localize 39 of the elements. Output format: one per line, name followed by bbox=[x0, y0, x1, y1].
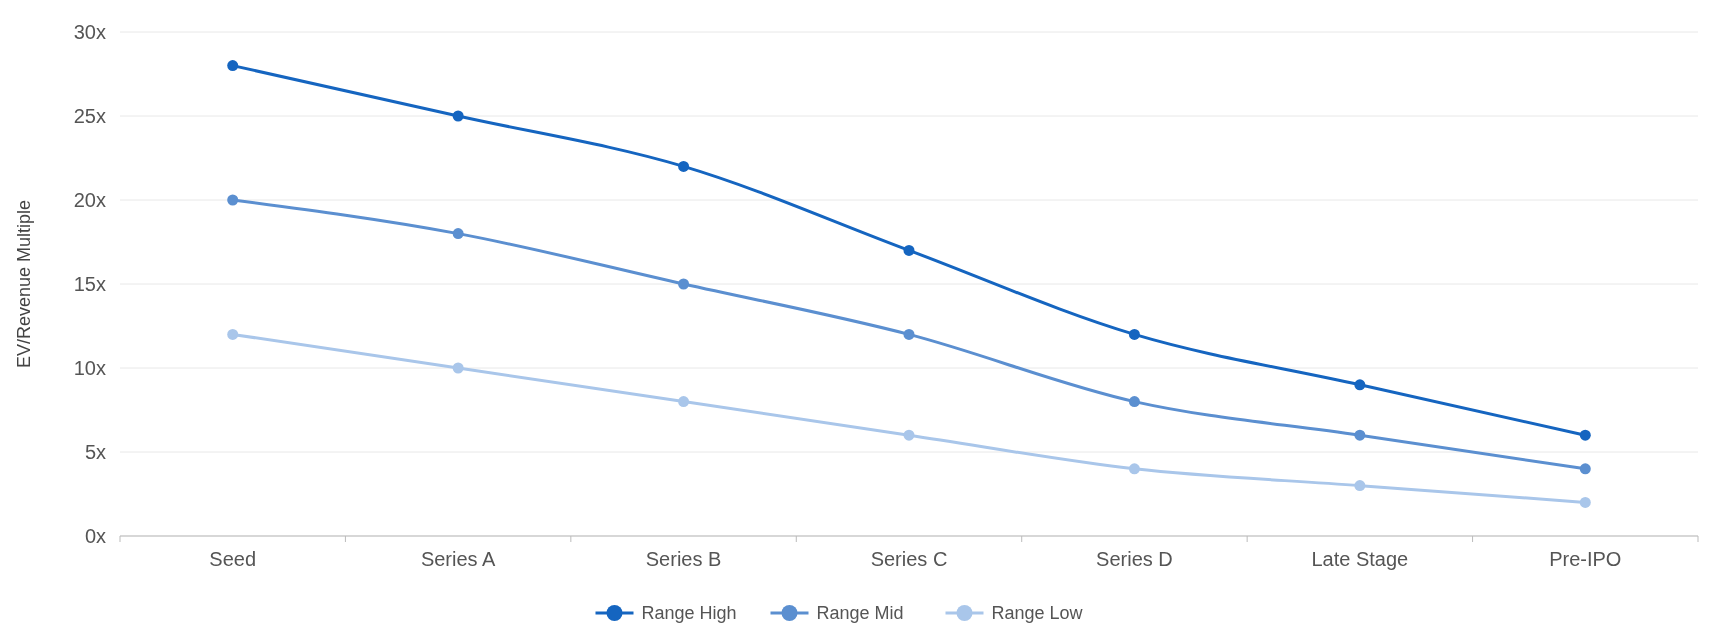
point bbox=[1579, 463, 1591, 475]
point bbox=[903, 429, 915, 441]
point bbox=[1579, 429, 1591, 441]
point bbox=[1128, 328, 1140, 340]
point bbox=[678, 160, 690, 172]
y-tick-label: 15x bbox=[73, 273, 106, 295]
point bbox=[227, 194, 239, 206]
legend-label: Range Mid bbox=[816, 603, 904, 624]
point bbox=[678, 278, 690, 290]
point bbox=[903, 328, 915, 340]
point bbox=[1579, 496, 1591, 508]
y-tick-label: 0x bbox=[84, 525, 106, 547]
x-tick-label: Series B bbox=[645, 548, 722, 570]
y-tick-label: 25x bbox=[73, 105, 106, 127]
y-tick-label: 10x bbox=[73, 357, 106, 379]
legend-label: Range High bbox=[641, 603, 737, 624]
x-tick-label: Series C bbox=[870, 548, 948, 570]
point bbox=[1128, 463, 1140, 475]
y-tick-label: 5x bbox=[84, 441, 106, 463]
point bbox=[1354, 480, 1366, 492]
x-tick-label: Late Stage bbox=[1311, 548, 1409, 570]
point bbox=[452, 362, 464, 374]
y-axis-title: EV/Revenue Multiple bbox=[14, 199, 34, 369]
point bbox=[903, 244, 915, 256]
point bbox=[452, 228, 464, 240]
point bbox=[678, 396, 690, 408]
point bbox=[1354, 429, 1366, 441]
point bbox=[1128, 396, 1140, 408]
x-tick-label: Series A bbox=[420, 548, 497, 570]
point bbox=[452, 110, 464, 122]
point bbox=[1354, 379, 1366, 391]
x-tick-label: Series D bbox=[1096, 548, 1173, 570]
x-tick-label: Pre-IPO bbox=[1549, 548, 1622, 570]
legend-label: Range Low bbox=[991, 603, 1084, 624]
y-tick-label: 20x bbox=[73, 189, 106, 211]
y-tick-label: 30x bbox=[73, 21, 106, 43]
x-tick-label: Seed bbox=[209, 548, 257, 570]
point bbox=[227, 328, 239, 340]
point bbox=[227, 60, 239, 72]
